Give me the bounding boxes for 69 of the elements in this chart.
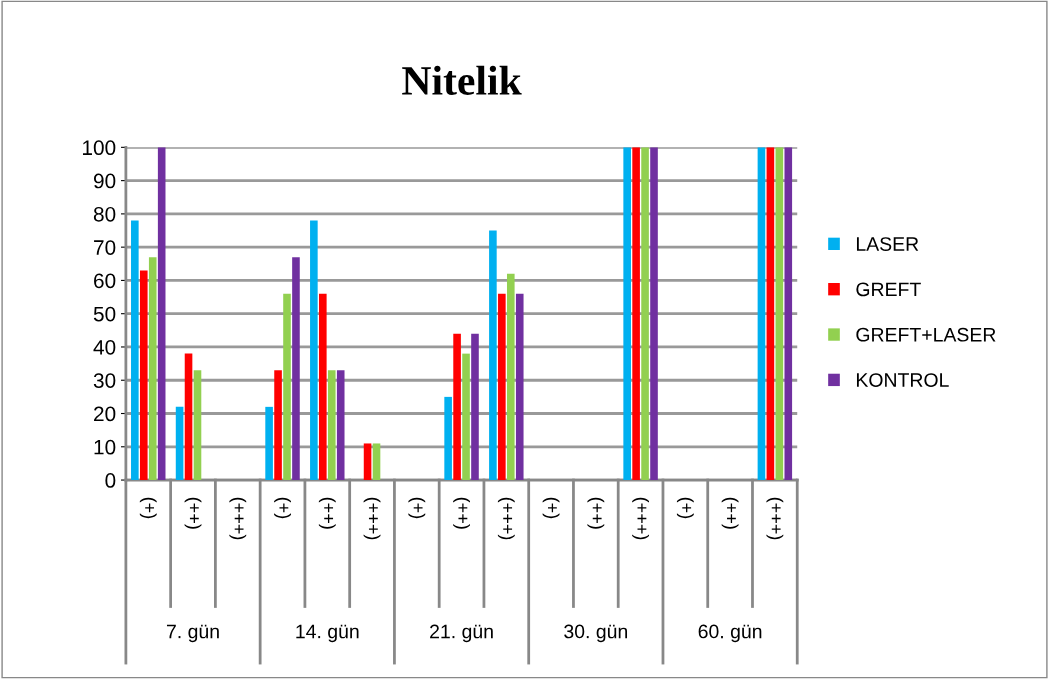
bar — [506, 273, 515, 481]
y-tick-label: 50 — [93, 306, 116, 322]
bar — [453, 333, 461, 481]
y-tick-label: 60 — [94, 273, 116, 289]
y-tick-label: 70 — [94, 240, 116, 255]
bar — [184, 353, 193, 481]
y-tick-label: 10 — [94, 439, 116, 455]
bar — [462, 353, 470, 481]
x-tick-label: (+) — [542, 497, 560, 519]
x-tick-label: (++) — [184, 497, 202, 529]
y-tick-label: 0 — [105, 473, 116, 488]
bar — [757, 147, 766, 481]
bar — [157, 147, 166, 481]
bar — [175, 406, 184, 481]
bar — [471, 333, 479, 481]
bar — [641, 147, 649, 481]
text: 7. gün — [166, 624, 219, 643]
x-tick-label: (+) — [676, 497, 694, 519]
bar — [623, 147, 631, 481]
legend-label: GREFT — [856, 282, 921, 297]
x-tick-label: (+) — [408, 497, 426, 519]
bar — [372, 443, 381, 481]
bar — [265, 406, 273, 481]
bar — [489, 230, 497, 481]
bar — [766, 147, 775, 481]
x-tick-label: (+++) — [229, 497, 247, 540]
x-tick-label: (++) — [721, 497, 739, 529]
legend-label: GREFT+LASER — [856, 327, 996, 342]
y-tick-label: 100 — [82, 140, 116, 156]
bar — [650, 147, 658, 481]
bar — [131, 220, 139, 481]
chart-title: Nitelik — [402, 65, 522, 95]
x-tick-label: (+) — [139, 497, 157, 519]
y-tick-label: 90 — [93, 173, 116, 189]
y-tick-label: 40 — [93, 339, 116, 355]
y-tick-label: 80 — [93, 206, 116, 222]
x-tick-label: (+++) — [632, 497, 649, 540]
text: 30. gün — [564, 624, 628, 643]
bar — [775, 147, 784, 481]
bar — [515, 293, 524, 481]
text: 21. gün — [430, 624, 493, 643]
bar — [444, 396, 452, 481]
bar — [310, 220, 318, 481]
bar — [283, 293, 291, 481]
bar — [327, 370, 336, 481]
x-tick-label: (+++) — [363, 497, 381, 540]
x-tick-label: (++) — [453, 497, 470, 529]
x-tick-label: (+++) — [766, 497, 784, 540]
bar — [632, 147, 640, 481]
x-tick-label: (++) — [587, 497, 605, 529]
bar — [784, 147, 793, 481]
bar — [274, 370, 282, 481]
y-tick-label: 20 — [94, 406, 116, 422]
bar — [363, 443, 372, 481]
text: 14. gün — [296, 624, 359, 643]
y-tick-label: 30 — [93, 373, 116, 388]
bar — [319, 293, 327, 481]
text: 60. gün — [698, 624, 762, 643]
bar — [498, 293, 506, 481]
x-tick-label: (++) — [318, 497, 336, 529]
legend-label: LASER — [856, 237, 919, 251]
bar — [292, 257, 300, 481]
x-tick-label: (+) — [274, 497, 291, 519]
bar — [148, 257, 157, 481]
bar — [336, 370, 345, 481]
legend-label: KONTROL — [856, 373, 949, 387]
bar — [193, 370, 202, 481]
x-tick-label: (+++) — [497, 497, 515, 540]
bar — [139, 270, 148, 481]
